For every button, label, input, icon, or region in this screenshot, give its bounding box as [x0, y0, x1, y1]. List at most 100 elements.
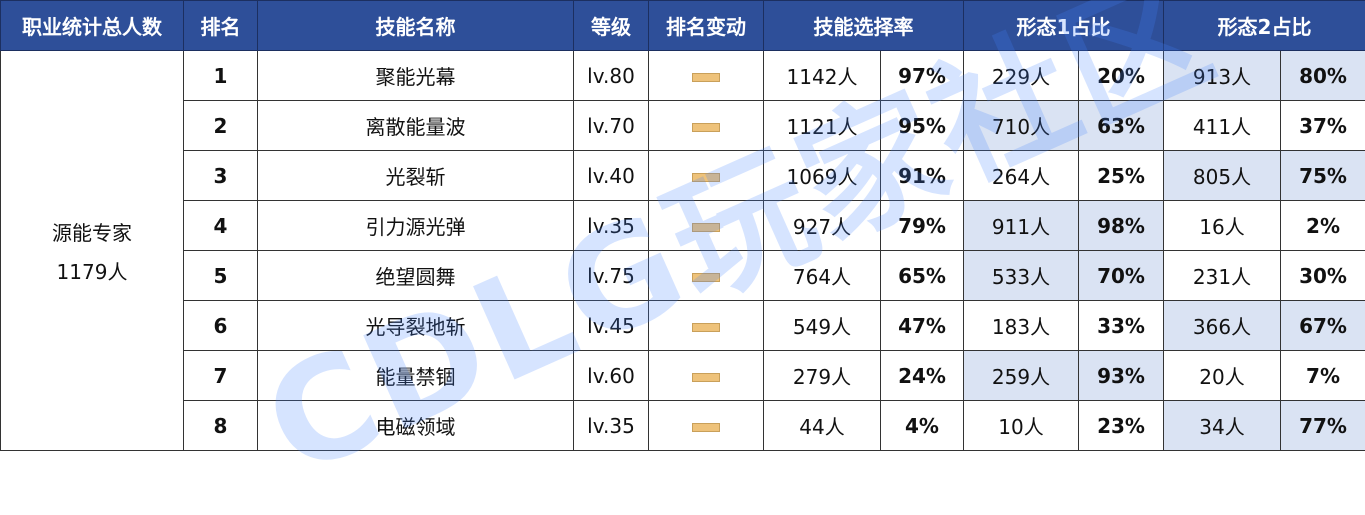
header-rank-change: 排名变动 [649, 1, 764, 51]
form1-percent: 20% [1079, 51, 1164, 101]
level: lv.80 [574, 51, 649, 101]
table-row: 6 光导裂地斩 lv.45 549人 47% 183人 33% 366人 67% [1, 301, 1365, 351]
form1-count: 259人 [964, 351, 1079, 401]
select-count: 1121人 [764, 101, 881, 151]
form1-count: 533人 [964, 251, 1079, 301]
select-rate: 24% [881, 351, 964, 401]
table-row: 3 光裂斩 lv.40 1069人 91% 264人 25% 805人 75% [1, 151, 1365, 201]
form1-count: 183人 [964, 301, 1079, 351]
rank: 4 [184, 201, 258, 251]
level: lv.60 [574, 351, 649, 401]
table-row: 4 引力源光弹 lv.35 927人 79% 911人 98% 16人 2% [1, 201, 1365, 251]
select-count: 764人 [764, 251, 881, 301]
form2-percent: 30% [1281, 251, 1365, 301]
form1-percent: 63% [1079, 101, 1164, 151]
level: lv.35 [574, 201, 649, 251]
skill-stats-table: 职业统计总人数 排名 技能名称 等级 排名变动 技能选择率 形态1占比 形态2占… [0, 0, 1365, 451]
rank-change [649, 301, 764, 351]
skill-name: 能量禁锢 [258, 351, 574, 401]
select-rate: 95% [881, 101, 964, 151]
skill-name: 聚能光幕 [258, 51, 574, 101]
form1-count: 911人 [964, 201, 1079, 251]
select-count: 44人 [764, 401, 881, 451]
rank-change [649, 101, 764, 151]
header-form1: 形态1占比 [964, 1, 1164, 51]
form2-percent: 7% [1281, 351, 1365, 401]
form2-count: 366人 [1164, 301, 1281, 351]
no-change-dash-icon [692, 73, 720, 82]
skill-name: 光导裂地斩 [258, 301, 574, 351]
rank-change [649, 401, 764, 451]
rank: 8 [184, 401, 258, 451]
no-change-dash-icon [692, 123, 720, 132]
form2-percent: 67% [1281, 301, 1365, 351]
no-change-dash-icon [692, 173, 720, 182]
header-form2: 形态2占比 [1164, 1, 1365, 51]
form1-percent: 98% [1079, 201, 1164, 251]
skill-name: 绝望圆舞 [258, 251, 574, 301]
header-skill: 技能名称 [258, 1, 574, 51]
form2-percent: 80% [1281, 51, 1365, 101]
select-count: 1142人 [764, 51, 881, 101]
level: lv.40 [574, 151, 649, 201]
header-select-rate: 技能选择率 [764, 1, 964, 51]
class-name: 源能专家 [1, 217, 183, 246]
form1-percent: 70% [1079, 251, 1164, 301]
level: lv.45 [574, 301, 649, 351]
level: lv.70 [574, 101, 649, 151]
form1-count: 229人 [964, 51, 1079, 101]
rank-change [649, 151, 764, 201]
form1-count: 10人 [964, 401, 1079, 451]
rank: 7 [184, 351, 258, 401]
form2-count: 411人 [1164, 101, 1281, 151]
select-rate: 65% [881, 251, 964, 301]
rank-change [649, 201, 764, 251]
rank: 1 [184, 51, 258, 101]
header-level: 等级 [574, 1, 649, 51]
select-count: 549人 [764, 301, 881, 351]
rank-change [649, 51, 764, 101]
select-count: 927人 [764, 201, 881, 251]
form1-percent: 93% [1079, 351, 1164, 401]
skill-name: 电磁领域 [258, 401, 574, 451]
select-rate: 91% [881, 151, 964, 201]
no-change-dash-icon [692, 223, 720, 232]
form1-count: 710人 [964, 101, 1079, 151]
form2-percent: 77% [1281, 401, 1365, 451]
select-rate: 47% [881, 301, 964, 351]
header-rank: 排名 [184, 1, 258, 51]
no-change-dash-icon [692, 273, 720, 282]
skill-name: 引力源光弹 [258, 201, 574, 251]
form2-percent: 2% [1281, 201, 1365, 251]
no-change-dash-icon [692, 423, 720, 432]
table-row: 7 能量禁锢 lv.60 279人 24% 259人 93% 20人 7% [1, 351, 1365, 401]
level: lv.75 [574, 251, 649, 301]
class-cell: 源能专家 1179人 [1, 51, 184, 451]
form2-count: 34人 [1164, 401, 1281, 451]
skill-name: 光裂斩 [258, 151, 574, 201]
form2-count: 805人 [1164, 151, 1281, 201]
select-count: 279人 [764, 351, 881, 401]
form2-count: 20人 [1164, 351, 1281, 401]
select-rate: 97% [881, 51, 964, 101]
table-row: 5 绝望圆舞 lv.75 764人 65% 533人 70% 231人 30% [1, 251, 1365, 301]
form2-percent: 37% [1281, 101, 1365, 151]
class-total: 1179人 [1, 256, 183, 285]
header-row: 职业统计总人数 排名 技能名称 等级 排名变动 技能选择率 形态1占比 形态2占… [1, 1, 1365, 51]
level: lv.35 [574, 401, 649, 451]
rank: 5 [184, 251, 258, 301]
no-change-dash-icon [692, 373, 720, 382]
table-row: 2 离散能量波 lv.70 1121人 95% 710人 63% 411人 37… [1, 101, 1365, 151]
form1-percent: 33% [1079, 301, 1164, 351]
form1-percent: 23% [1079, 401, 1164, 451]
select-count: 1069人 [764, 151, 881, 201]
form1-count: 264人 [964, 151, 1079, 201]
form2-count: 913人 [1164, 51, 1281, 101]
table-row: 8 电磁领域 lv.35 44人 4% 10人 23% 34人 77% [1, 401, 1365, 451]
form1-percent: 25% [1079, 151, 1164, 201]
form2-percent: 75% [1281, 151, 1365, 201]
skill-name: 离散能量波 [258, 101, 574, 151]
rank: 6 [184, 301, 258, 351]
form2-count: 16人 [1164, 201, 1281, 251]
